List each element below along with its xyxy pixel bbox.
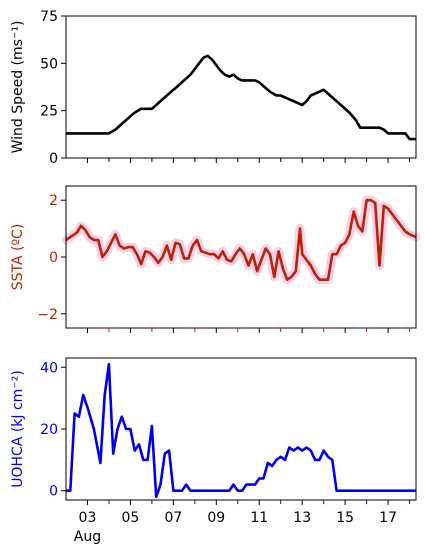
y-tick-label: 50 xyxy=(40,56,58,72)
x-tick-label: 15 xyxy=(336,510,354,526)
series-line xyxy=(66,54,416,141)
x-tick-label: 17 xyxy=(379,510,397,526)
y-tick-label: −2 xyxy=(37,307,58,323)
y-tick-label: 25 xyxy=(40,104,58,120)
x-tick-label: 03 xyxy=(79,510,97,526)
x-tick-label: 05 xyxy=(122,510,140,526)
y-axis-label: SSTA (ºC) xyxy=(10,224,26,291)
uohca-panel: 0 20 40 UOHCA (kJ cm⁻²) 03 05 07 09 11 13 15 17 Aug xyxy=(10,357,417,545)
x-axis-month-label: Aug xyxy=(74,529,101,545)
y-axis-label: UOHCA (kJ cm⁻²) xyxy=(10,370,26,488)
wind-speed-panel: 0 25 50 75 Wind Speed (ms⁻¹) xyxy=(10,9,417,167)
y-tick-label: 75 xyxy=(40,9,58,25)
y-tick-label: 40 xyxy=(40,360,58,376)
ssta-panel: −2 0 2 SSTA (ºC) xyxy=(10,185,421,333)
x-tick-label: 07 xyxy=(164,510,182,526)
x-tick-label: 09 xyxy=(207,510,225,526)
x-tick-label: 11 xyxy=(250,510,268,526)
y-tick-label: 0 xyxy=(49,484,58,500)
plot-frame xyxy=(65,15,417,159)
y-tick-label: 20 xyxy=(40,422,58,438)
x-tick-label: 13 xyxy=(293,510,311,526)
series-line xyxy=(65,198,417,282)
y-tick-label: 0 xyxy=(49,151,58,167)
series-line xyxy=(66,362,416,499)
y-tick-label: 2 xyxy=(49,193,58,209)
y-axis-label: Wind Speed (ms⁻¹) xyxy=(10,21,26,154)
y-tick-label: 0 xyxy=(49,250,58,266)
